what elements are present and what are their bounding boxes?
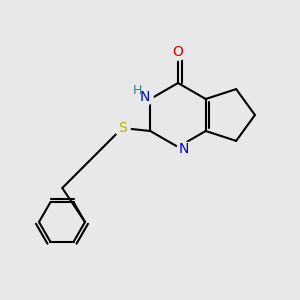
Text: N: N: [179, 142, 189, 156]
Text: S: S: [118, 121, 127, 135]
Text: O: O: [172, 45, 183, 59]
Text: H: H: [133, 83, 142, 97]
Text: N: N: [140, 90, 151, 104]
